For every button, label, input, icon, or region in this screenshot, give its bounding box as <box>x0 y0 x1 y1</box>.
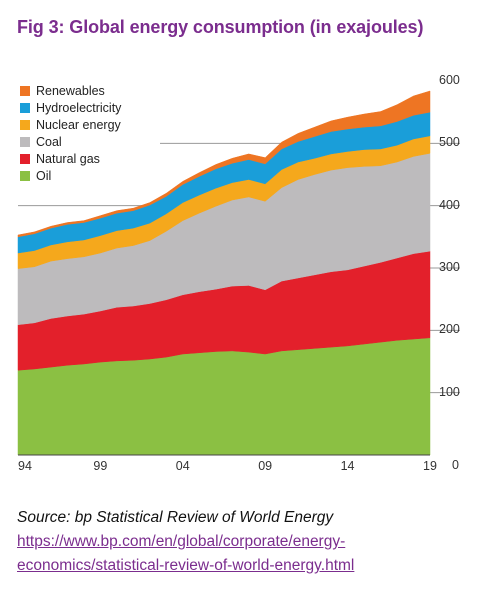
source-prefix: Source: bp Statistical Review of World E… <box>17 509 334 526</box>
y-tick-label: 0 <box>452 458 459 472</box>
y-tick-label: 100 <box>439 384 460 399</box>
source-note: Source: bp Statistical Review of World E… <box>17 506 477 578</box>
area-renewables <box>17 90 431 238</box>
y-tick-label: 400 <box>439 197 460 212</box>
x-tick-label: 04 <box>175 459 190 473</box>
x-tick-label: 94 <box>18 459 32 473</box>
legend-label: Natural gas <box>36 152 100 166</box>
legend-swatch <box>20 103 30 113</box>
y-tick-label: 500 <box>439 135 460 150</box>
legend-label: Renewables <box>36 84 105 98</box>
legend-label: Nuclear energy <box>36 118 121 132</box>
x-tick-label: 09 <box>258 459 273 473</box>
legend-label: Coal <box>36 135 62 149</box>
legend-label: Hydroelectricity <box>36 101 122 115</box>
y-tick-label: 300 <box>439 260 460 274</box>
legend-swatch <box>20 154 30 164</box>
x-tick-label: 99 <box>93 459 108 473</box>
chart-title: Fig 3: Global energy consumption (in exa… <box>17 17 424 37</box>
source-link[interactable]: https://www.bp.com/en/global/corporate/e… <box>17 533 355 574</box>
legend-swatch <box>20 86 30 96</box>
x-tick-label: 14 <box>340 459 355 473</box>
y-tick-label: 600 <box>439 73 460 87</box>
legend-swatch <box>20 171 30 181</box>
x-tick-label: 19 <box>423 459 437 473</box>
area-series <box>17 90 431 456</box>
legend-swatch <box>20 120 30 130</box>
y-tick-label: 200 <box>439 322 460 337</box>
legend-swatch <box>20 137 30 147</box>
legend-label: Oil <box>36 169 52 183</box>
